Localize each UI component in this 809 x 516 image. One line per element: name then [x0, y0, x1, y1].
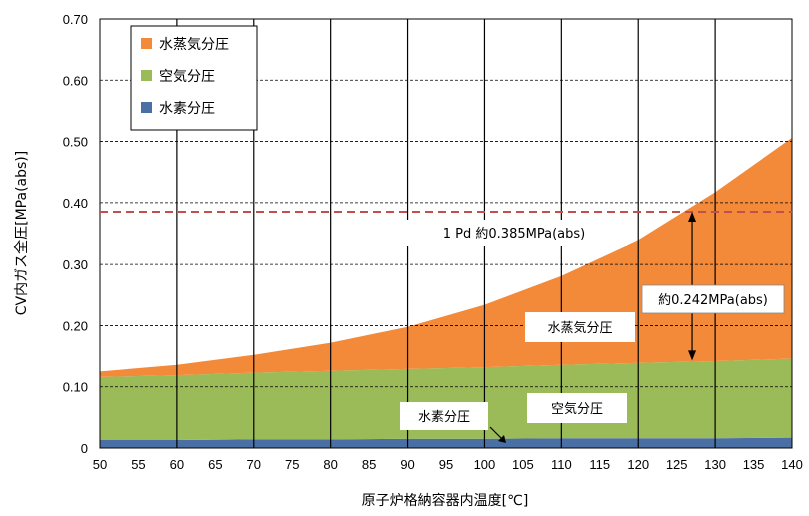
air-label: 空気分圧	[551, 401, 603, 417]
legend-label-hydrogen: 水素分圧	[159, 101, 215, 117]
y-tick-label: 0.60	[63, 73, 88, 88]
legend-swatch-steam	[141, 38, 152, 49]
x-tick-label: 70	[247, 457, 261, 472]
air-annotation: 空気分圧	[527, 393, 627, 423]
x-axis-title: 原子炉格納容器内温度[℃]	[362, 492, 529, 509]
hydrogen-label-box	[400, 402, 488, 430]
hydrogen-annotation: 水素分圧	[400, 402, 506, 443]
legend-swatch-hydrogen	[141, 102, 152, 113]
x-tick-label: 135	[743, 457, 765, 472]
x-tick-label: 115	[589, 457, 610, 472]
y-tick-label: 0.10	[63, 380, 88, 395]
steam-label-box	[525, 312, 635, 342]
legend: 水蒸気分圧 空気分圧 水素分圧	[130, 25, 258, 131]
x-tick-label: 65	[208, 457, 222, 472]
x-tick-label: 75	[285, 457, 299, 472]
x-tick-label: 50	[93, 457, 107, 472]
y-axis-ticks: 0 0.10 0.20 0.30 0.40 0.50 0.60 0.70	[63, 12, 88, 456]
legend-label-air: 空気分圧	[159, 69, 215, 85]
steam-area	[100, 137, 792, 377]
x-tick-label: 60	[170, 457, 184, 472]
y-tick-label: 0.70	[63, 12, 88, 27]
pd-label-box	[401, 220, 627, 246]
pd-label: 1 Pd 約0.385MPa(abs)	[443, 227, 585, 242]
x-tick-label: 125	[666, 457, 688, 472]
delta-label-box	[641, 284, 785, 314]
y-tick-label: 0	[81, 441, 88, 456]
pd-annotation: 1 Pd 約0.385MPa(abs)	[401, 220, 627, 246]
delta-arrowhead-bottom	[688, 350, 697, 361]
hydrogen-label: 水素分圧	[418, 410, 470, 425]
y-axis-title: CV内ガス全圧[MPa(abs)]	[13, 151, 30, 315]
steam-annotation: 水蒸気分圧	[525, 312, 635, 342]
y-tick-label: 0.20	[63, 318, 88, 333]
hydrogen-area	[100, 437, 792, 448]
x-tick-label: 55	[131, 457, 145, 472]
x-tick-label: 85	[362, 457, 376, 472]
x-tick-label: 130	[704, 457, 726, 472]
delta-arrowhead-top	[688, 212, 697, 223]
hydrogen-pointer-arrowhead	[498, 435, 506, 443]
x-tick-label: 120	[627, 457, 649, 472]
air-label-box	[527, 393, 627, 423]
x-tick-label: 140	[781, 457, 803, 472]
y-tick-label: 0.40	[63, 196, 88, 211]
delta-label: 約0.242MPa(abs)	[658, 293, 768, 308]
x-tick-label: 90	[400, 457, 414, 472]
delta-annotation: 約0.242MPa(abs)	[641, 284, 785, 314]
x-tick-label: 95	[439, 457, 453, 472]
legend-label-steam: 水蒸気分圧	[159, 37, 229, 53]
x-tick-label: 100	[474, 457, 496, 472]
x-tick-label: 105	[512, 457, 534, 472]
legend-swatch-air	[141, 70, 152, 81]
steam-label: 水蒸気分圧	[547, 320, 612, 336]
hydrogen-pointer-arrow	[489, 426, 503, 440]
x-tick-label: 80	[323, 457, 337, 472]
plot-frame	[99, 18, 793, 449]
y-tick-label: 0.30	[63, 257, 88, 272]
x-axis-ticks: 50 55 60 65 70 75 80 85 90 95 100 105 110 115 120 125 13…	[93, 457, 803, 472]
y-tick-label: 0.50	[63, 135, 88, 150]
grid	[99, 18, 793, 449]
x-tick-label: 110	[551, 457, 572, 472]
